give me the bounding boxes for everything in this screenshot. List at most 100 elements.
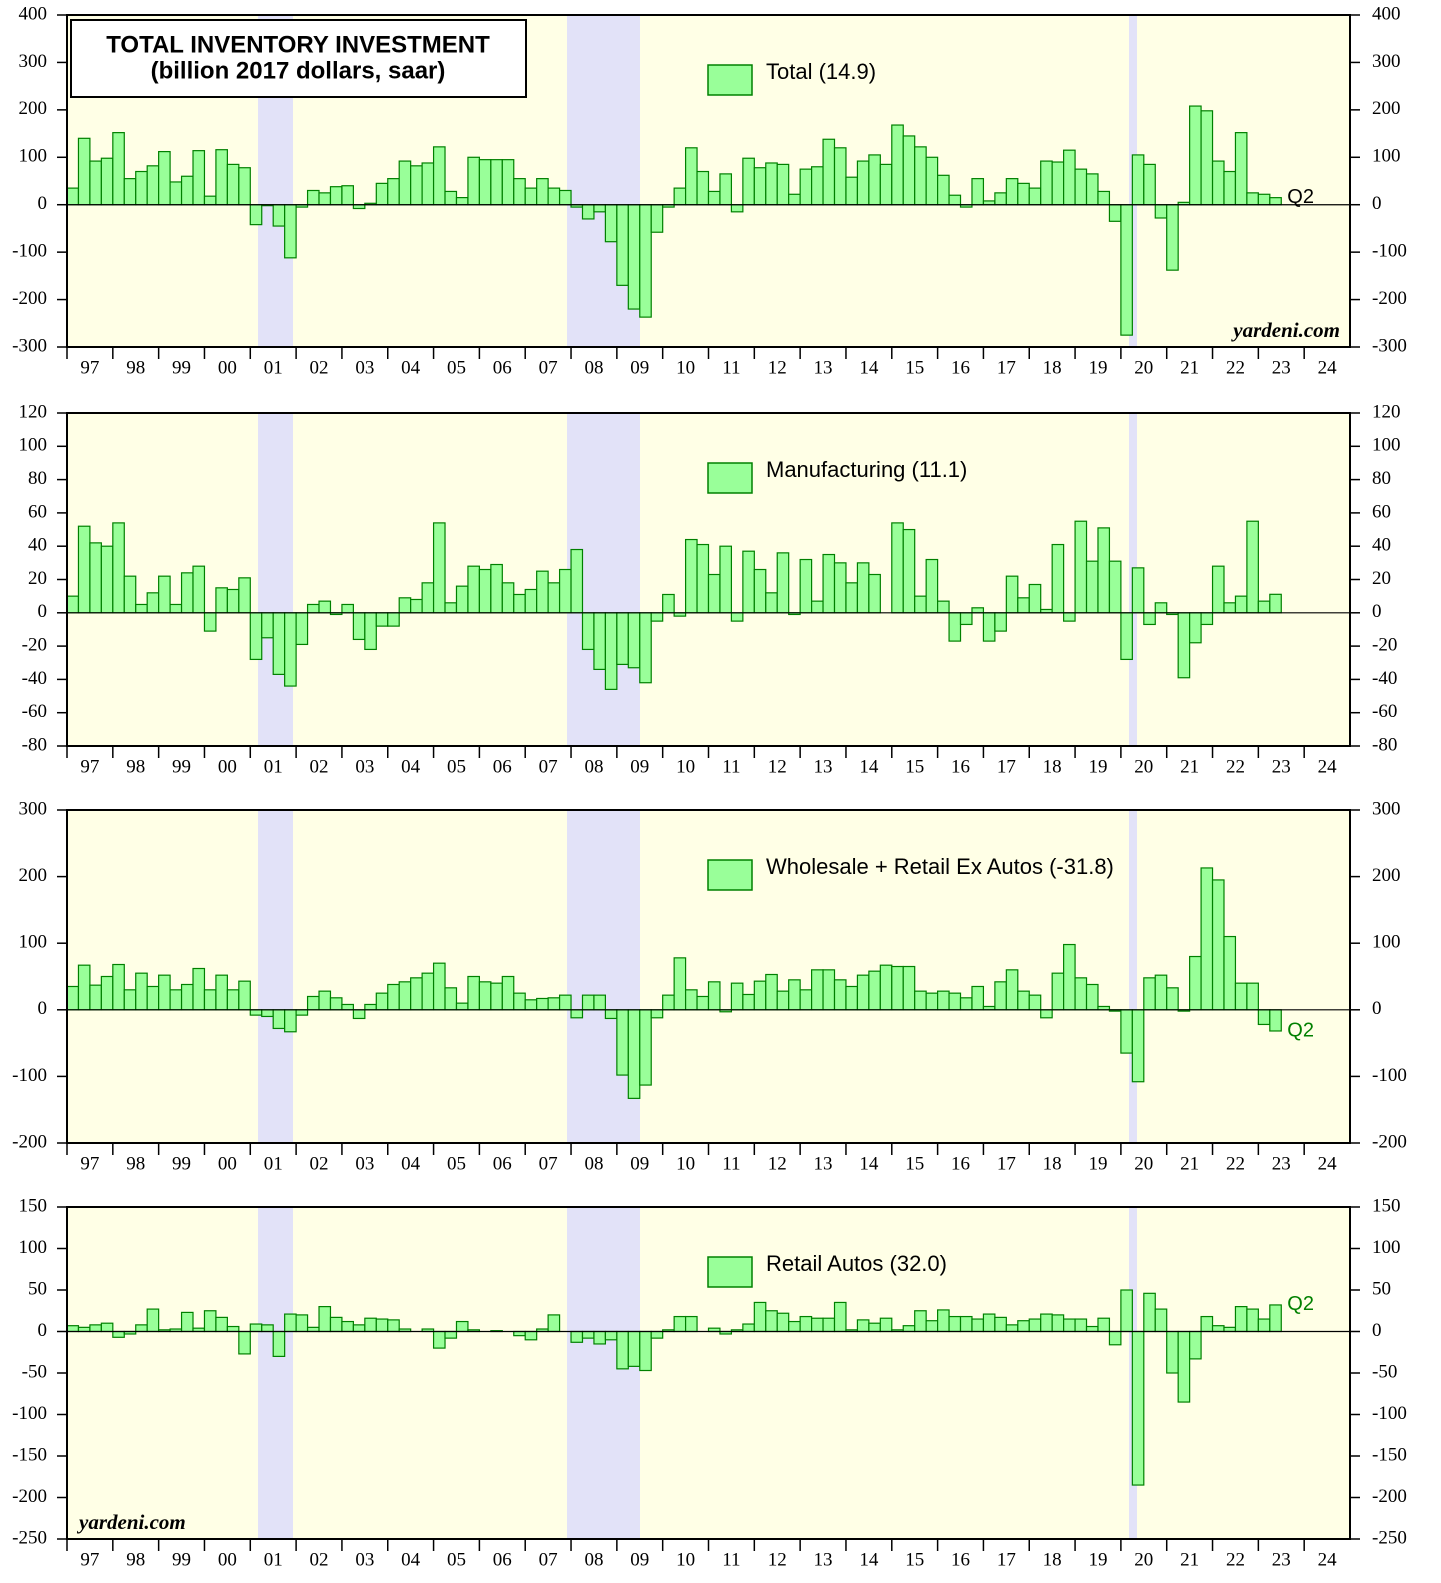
x-tick-label: 22 <box>1226 756 1245 777</box>
bar <box>387 1319 400 1333</box>
x-tick-label: 17 <box>997 1153 1016 1174</box>
bar <box>536 997 549 1011</box>
bar <box>742 1323 755 1333</box>
x-tick-label: 21 <box>1180 1549 1199 1570</box>
bar <box>902 528 916 614</box>
x-tick-label: 17 <box>997 1549 1016 1570</box>
x-tick-label: 19 <box>1088 357 1107 378</box>
y2-tick-label: -300 <box>1372 335 1407 356</box>
y-tick-label: 400 <box>19 3 48 24</box>
bar <box>765 162 778 206</box>
bar <box>180 175 194 206</box>
y-tick-label: 60 <box>28 501 47 522</box>
bar <box>822 1317 836 1333</box>
bar <box>1143 163 1156 206</box>
bar <box>547 1314 561 1333</box>
bar <box>765 973 778 1011</box>
x-tick-label: 08 <box>584 1549 603 1570</box>
x-tick-label: 13 <box>814 1153 833 1174</box>
bar <box>455 197 469 206</box>
bar <box>318 990 332 1011</box>
bar <box>810 166 824 206</box>
chart-title: TOTAL INVENTORY INVESTMENT <box>106 31 490 58</box>
bar <box>180 1311 194 1333</box>
x-tick-label: 97 <box>80 1549 99 1570</box>
bar <box>593 612 607 671</box>
bar <box>1063 612 1076 622</box>
y2-tick-label: -150 <box>1372 1444 1407 1465</box>
y-tick-label: 50 <box>28 1278 47 1299</box>
bar <box>432 962 446 1011</box>
bar <box>982 1313 996 1333</box>
bar <box>1200 867 1214 1011</box>
bar <box>650 1330 664 1339</box>
y2-tick-label: 60 <box>1372 501 1391 522</box>
bar <box>776 552 790 614</box>
x-tick-label: 07 <box>539 357 558 378</box>
bar <box>66 1325 80 1333</box>
bar <box>604 1009 618 1020</box>
bar <box>1028 1318 1042 1333</box>
x-tick-label: 99 <box>172 357 191 378</box>
y2-tick-label: -20 <box>1372 634 1397 655</box>
bar <box>272 1009 286 1030</box>
bar <box>1017 182 1030 206</box>
bar <box>937 990 950 1011</box>
x-tick-label: 16 <box>951 357 970 378</box>
bar <box>410 165 423 206</box>
bar <box>238 1330 251 1355</box>
x-tick-label: 19 <box>1088 1549 1107 1570</box>
bar <box>100 545 114 614</box>
bar <box>77 525 91 614</box>
x-tick-label: 23 <box>1272 756 1291 777</box>
bar <box>1108 204 1122 222</box>
x-tick-label: 00 <box>218 756 237 777</box>
bar <box>513 178 526 206</box>
y-tick-label: -300 <box>12 335 47 356</box>
bar <box>536 178 549 206</box>
bar <box>112 522 125 614</box>
bar <box>581 612 595 651</box>
x-tick-label: 97 <box>80 756 99 777</box>
bar <box>1051 972 1065 1011</box>
bar <box>627 1330 641 1367</box>
bar <box>650 1009 664 1019</box>
bar <box>937 174 950 206</box>
y2-tick-label: 100 <box>1372 1237 1401 1258</box>
bar <box>89 542 102 614</box>
bar <box>112 1330 125 1338</box>
bar <box>89 984 102 1011</box>
bar <box>856 974 870 1011</box>
bar <box>467 565 480 614</box>
x-tick-label: 20 <box>1134 1153 1153 1174</box>
bar <box>306 603 320 614</box>
bar <box>696 995 710 1011</box>
bar <box>1097 190 1111 206</box>
bar <box>662 994 675 1011</box>
y2-tick-label: 50 <box>1372 1278 1391 1299</box>
bar <box>1166 987 1179 1011</box>
bar <box>158 150 171 206</box>
bar <box>948 992 962 1011</box>
x-tick-label: 22 <box>1226 1549 1245 1570</box>
x-tick-label: 02 <box>310 357 329 378</box>
bar <box>707 190 721 206</box>
bar <box>1246 1308 1259 1333</box>
y-tick-label: 200 <box>19 98 48 119</box>
recession-band <box>567 1207 640 1539</box>
bar <box>948 1315 962 1333</box>
bar <box>788 979 801 1011</box>
bar <box>295 612 309 646</box>
x-tick-label: 97 <box>80 1153 99 1174</box>
bar <box>226 989 240 1011</box>
bar <box>1108 1330 1122 1346</box>
bar <box>547 582 561 614</box>
bar <box>490 982 503 1011</box>
x-tick-label: 08 <box>584 357 603 378</box>
bar <box>444 190 458 206</box>
y2-tick-label: 120 <box>1372 401 1401 422</box>
bar <box>284 612 297 687</box>
bar <box>925 558 939 614</box>
x-tick-label: 11 <box>722 1153 740 1174</box>
